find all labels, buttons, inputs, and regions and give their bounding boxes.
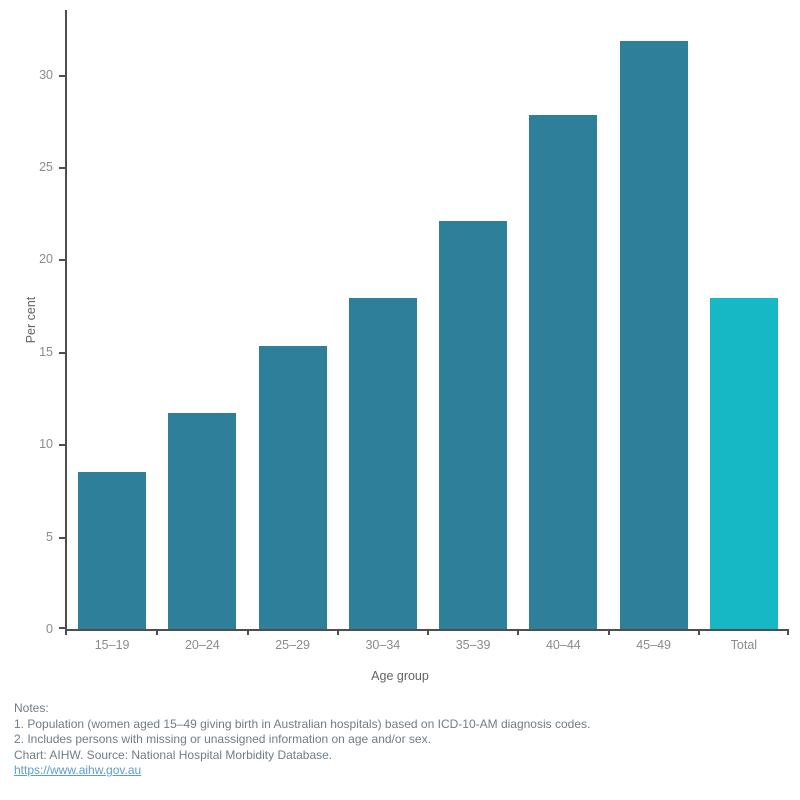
bar-total[interactable] xyxy=(709,298,778,629)
y-axis-tick-label: 30 xyxy=(39,67,53,82)
x-axis-tick xyxy=(607,629,610,635)
x-axis-tick xyxy=(336,629,339,635)
y-axis-tick xyxy=(59,259,65,262)
bar-45-49[interactable] xyxy=(619,41,688,629)
bar-15-19[interactable] xyxy=(78,471,147,629)
bar-30-34[interactable] xyxy=(348,298,417,629)
plot-area: 0 5 10 15 20 25 30 15–19 20–24 25–29 30–34 35–39 40–… xyxy=(39,10,789,652)
chart-footer: Notes: 1. Population (women aged 15–49 g… xyxy=(14,701,786,779)
y-axis-tick xyxy=(59,351,65,354)
y-axis-tick xyxy=(59,74,65,77)
y-axis-tick xyxy=(59,536,65,539)
y-axis-tick-label: 15 xyxy=(39,344,53,359)
y-axis-tick-label: 20 xyxy=(39,252,53,267)
notes-heading: Notes: xyxy=(14,701,49,715)
y-axis-tick-label: 0 xyxy=(46,622,53,636)
x-axis-category-label: 35–39 xyxy=(455,638,491,652)
x-axis-title: Age group xyxy=(371,669,429,683)
x-axis-category-label: 45–49 xyxy=(636,638,671,652)
x-axis-category-label: 30–34 xyxy=(365,638,401,652)
bar-20-24[interactable] xyxy=(168,412,237,629)
x-axis-category-label: Total xyxy=(730,638,758,652)
source-link[interactable]: https://www.aihw.gov.au xyxy=(14,763,142,777)
note-1: 1. Population (women aged 15–49 giving b… xyxy=(14,716,591,731)
bar-35-39[interactable] xyxy=(439,220,508,629)
x-axis-tick xyxy=(427,629,429,635)
y-axis-tick-label: 25 xyxy=(39,160,53,175)
x-axis-tick xyxy=(517,629,520,635)
y-axis-tick xyxy=(59,627,65,629)
x-axis-tick xyxy=(156,629,159,635)
y-axis-tick-label: 5 xyxy=(46,529,53,544)
note-2: 2. Includes persons with missing or unas… xyxy=(14,732,431,746)
x-axis-category-label: 40–44 xyxy=(545,638,581,652)
x-axis-tick xyxy=(246,629,249,635)
x-axis-category-label: 20–24 xyxy=(184,638,220,652)
x-axis-tick xyxy=(65,629,67,635)
y-axis-tick-label: 10 xyxy=(39,437,53,452)
x-axis-tick xyxy=(697,629,700,635)
x-axis-category-label: 15–19 xyxy=(94,638,130,652)
x-axis-category-label: 25–29 xyxy=(275,638,310,652)
bar-40-44[interactable] xyxy=(529,115,598,629)
y-axis-tick xyxy=(59,167,65,170)
bar-25-29[interactable] xyxy=(258,346,327,629)
attribution: Chart: AIHW. Source: National Hospital M… xyxy=(14,747,333,762)
y-axis-title: Per cent xyxy=(24,296,38,344)
y-axis-tick xyxy=(59,444,65,447)
x-axis-tick xyxy=(787,629,789,635)
